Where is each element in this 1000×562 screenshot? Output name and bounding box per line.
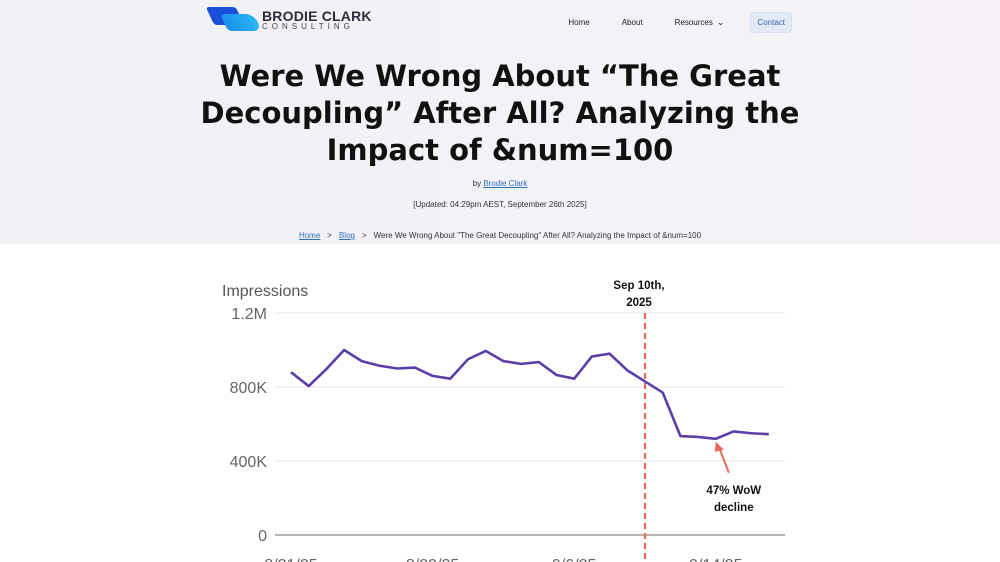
breadcrumb-current: Were We Wrong About "The Great Decouplin… [373,231,702,240]
updated-timestamp: [Updated: 04:29pm AEST, September 26th 2… [413,200,587,209]
x-tick-label: 8/21/25 [264,557,317,562]
y-axis-label: Impressions [222,283,308,300]
x-tick-label: 9/14/25 [689,557,742,562]
breadcrumb-blog[interactable]: Blog [338,231,355,240]
annotation-label: Sep 10th, [613,280,664,292]
y-tick-label: 400K [230,454,268,471]
hero: BRODIE CLARK CONSULTING Home About Resou… [0,0,1000,244]
arrow-icon [717,446,730,474]
breadcrumb: Home > Blog > Were We Wrong About "The Great… [0,231,1000,240]
nav-home[interactable]: Home [568,18,590,27]
arrow-head-icon [714,441,724,452]
breadcrumb-separator: > [361,231,367,240]
annotation-label: decline [714,502,754,514]
logo-mark-icon [205,7,262,32]
breadcrumb-home[interactable]: Home [298,231,321,240]
x-tick-label: 9/6/25 [552,557,597,562]
annotation-label: 47% WoW [706,485,761,497]
by-prefix: by [472,179,482,188]
x-tick-label: 8/29/25 [406,557,459,562]
nav-contact-button[interactable]: Contact [750,12,792,33]
main-nav: Home About Resources ⌄ Contact [536,12,792,33]
y-tick-label: 0 [258,528,267,545]
y-tick-label: 1.2M [231,306,267,323]
logo-subtitle: CONSULTING [262,21,354,31]
logo[interactable]: BRODIE CLARK CONSULTING [205,7,372,32]
impressions-line [290,348,769,441]
nav-about[interactable]: About [621,18,643,27]
breadcrumb-separator: > [327,231,332,240]
y-tick-label: 800K [230,380,268,397]
author-link[interactable]: Brodie Clark [483,179,528,188]
nav-resources-label: Resources [674,18,713,27]
annotation-label: 2025 [626,297,652,309]
nav-resources[interactable]: Resources ⌄ [675,17,725,28]
logo-name: BRODIE CLARK [262,7,372,24]
byline: by Brodie Clark [0,179,1000,188]
impressions-chart: Impressions 0 400K 800K 1.2M 8/21/25 8/29/25 9/… [222,280,785,562]
chevron-down-icon: ⌄ [716,17,725,27]
page-title: Were We Wrong About “The Great Decouplin… [200,59,800,167]
